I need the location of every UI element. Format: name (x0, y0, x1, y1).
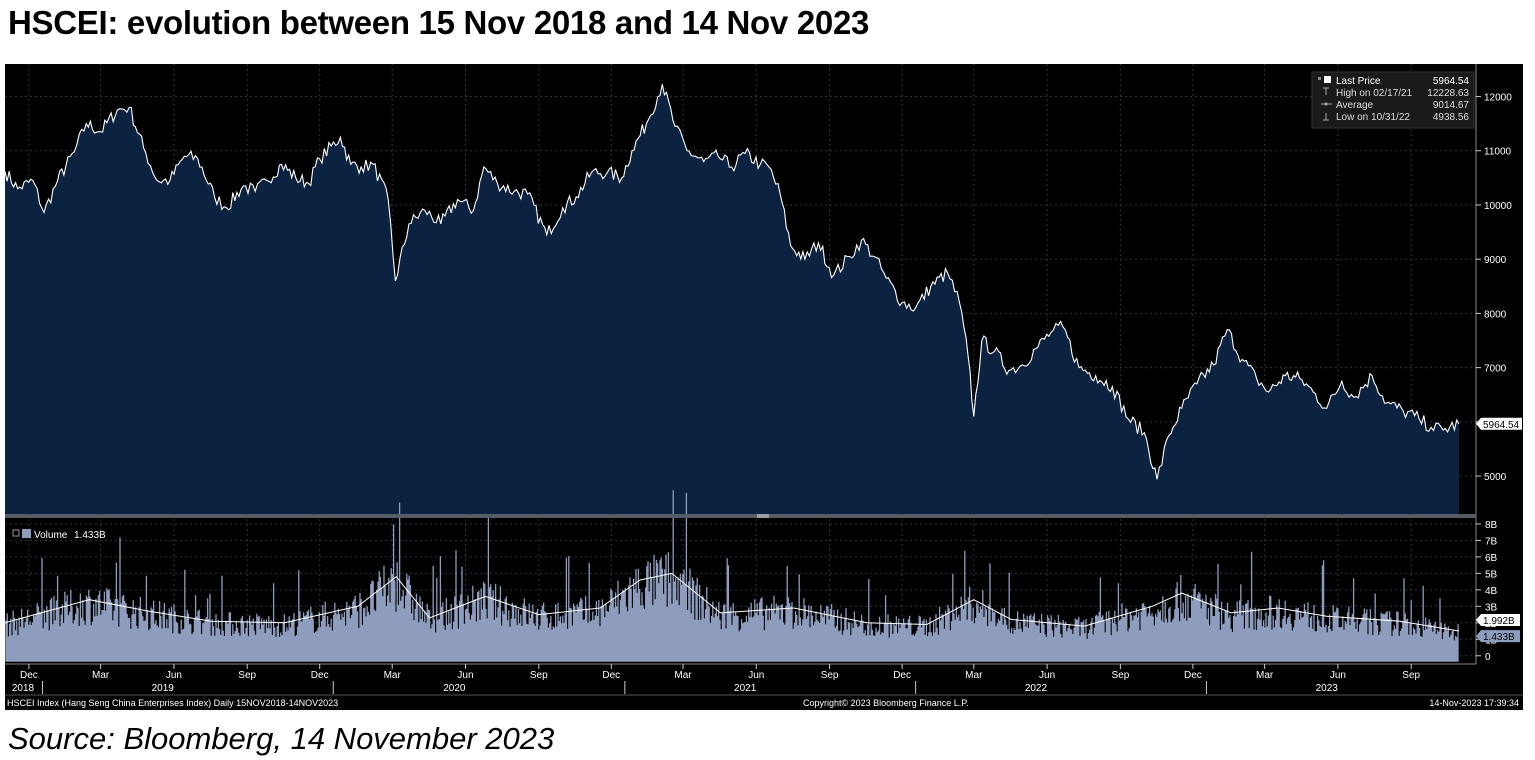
volume-axis-label: 0 (1485, 652, 1491, 663)
panel-divider[interactable] (5, 514, 1476, 518)
x-axis-month-label: Mar (1256, 670, 1274, 681)
volume-swatch (22, 529, 31, 538)
volume-value-label: 1.992B (1483, 616, 1515, 627)
x-axis-month-label: Mar (92, 670, 110, 681)
footer-right: 14-Nov-2023 17:39:34 (1429, 698, 1519, 708)
price-axis-label: 5000 (1484, 472, 1507, 483)
price-axis-label: 8000 (1484, 309, 1507, 320)
volume-value-marker (1476, 613, 1520, 626)
x-axis-month-label: Jun (457, 670, 473, 681)
bloomberg-chart: 500060007000800090001000011000120005964.… (5, 64, 1523, 708)
low-marker-icon (1323, 113, 1329, 121)
x-axis-year-label: 2019 (152, 683, 175, 694)
x-axis-month-label: Dec (602, 670, 620, 681)
last-price-label: 5964.54 (1483, 420, 1520, 431)
x-axis-month-label: Sep (1402, 670, 1420, 681)
volume-bars (5, 490, 1459, 662)
price-axis-label: 12000 (1484, 93, 1512, 104)
source-note: Source: Bloomberg, 14 November 2023 (8, 721, 555, 756)
price-series (5, 84, 1460, 514)
x-axis-month-label: Mar (384, 670, 402, 681)
volume-legend-value: 1.433B (74, 530, 106, 541)
volume-series (5, 490, 1460, 662)
x-axis-year-label: 2018 (12, 683, 35, 694)
price-line (5, 84, 1460, 480)
legend-high-label: High on 02/17/21 (1336, 88, 1413, 99)
x-axis-year-label: 2023 (1316, 683, 1339, 694)
x-axis-month-label: Sep (1111, 670, 1129, 681)
price-axis-label: 10000 (1484, 201, 1512, 212)
x-axis-month-label: Jun (1330, 670, 1346, 681)
price-axis-label: 9000 (1484, 255, 1507, 266)
square-icon (1318, 77, 1321, 80)
x-axis-month-label: Sep (821, 670, 839, 681)
panel-divider-handle[interactable] (757, 514, 769, 518)
average-line-icon (1321, 102, 1332, 106)
volume-legend: Volume 1.433B (12, 529, 106, 541)
volume-axis-label: 4B (1485, 586, 1498, 597)
x-axis-month-label: Mar (674, 670, 692, 681)
price-axis-label: 11000 (1484, 147, 1512, 158)
chart-panel: 500060007000800090001000011000120005964.… (5, 64, 1523, 710)
x-axis-month-label: Mar (965, 670, 983, 681)
x-axis-month-label: Dec (1184, 670, 1202, 681)
expand-icon[interactable] (12, 529, 20, 537)
x-axis-month-label: Sep (238, 670, 256, 681)
legend-high-value: 12228.63 (1427, 88, 1469, 99)
x-axis-month-label: Jun (166, 670, 182, 681)
volume-axis-label: 5B (1485, 569, 1498, 580)
x-axis-month-label: Jun (748, 670, 764, 681)
volume-axis-label: 7B (1485, 536, 1498, 547)
x-axis-month-label: Sep (530, 670, 548, 681)
footer-left: HSCEI Index (Hang Seng China Enterprises… (7, 698, 338, 708)
volume-axis-label: 8B (1485, 520, 1498, 531)
legend-last-price-swatch (1324, 76, 1331, 83)
volume-axis-label: 3B (1485, 602, 1498, 613)
price-legend: Last Price 5964.54 High on 02/17/21 1222… (1311, 71, 1475, 129)
legend-average-label: Average (1336, 100, 1374, 111)
x-axis-month-label: Dec (20, 670, 38, 681)
last-price-marker (1476, 417, 1522, 430)
legend-last-price-value: 5964.54 (1433, 76, 1470, 87)
price-area-fill (5, 84, 1459, 514)
x-axis-month-label: Dec (893, 670, 911, 681)
x-axis-month-label: Dec (311, 670, 329, 681)
legend-last-price-label: Last Price (1336, 76, 1381, 87)
volume-value-marker (1476, 630, 1520, 643)
volume-axis-label: 6B (1485, 553, 1498, 564)
axes: 500060007000800090001000011000120005964.… (5, 64, 1523, 696)
legend-low-label: Low on 10/31/22 (1336, 112, 1410, 123)
price-axis-label: 7000 (1484, 364, 1507, 375)
high-marker-icon (1323, 87, 1329, 95)
footer-center: Copyright© 2023 Bloomberg Finance L.P. (803, 698, 969, 708)
volume-value-label: 1.433B (1483, 632, 1515, 643)
x-axis-year-label: 2021 (734, 683, 757, 694)
volume-moving-average (5, 572, 1460, 632)
x-axis-year-label: 2020 (443, 683, 466, 694)
x-axis-year-label: 2022 (1025, 683, 1048, 694)
volume-legend-label: Volume (34, 530, 68, 541)
page-title: HSCEI: evolution between 15 Nov 2018 and… (8, 4, 870, 41)
legend-low-value: 4938.56 (1433, 112, 1470, 123)
legend-average-value: 9014.67 (1433, 100, 1470, 111)
x-axis-month-label: Jun (1039, 670, 1055, 681)
